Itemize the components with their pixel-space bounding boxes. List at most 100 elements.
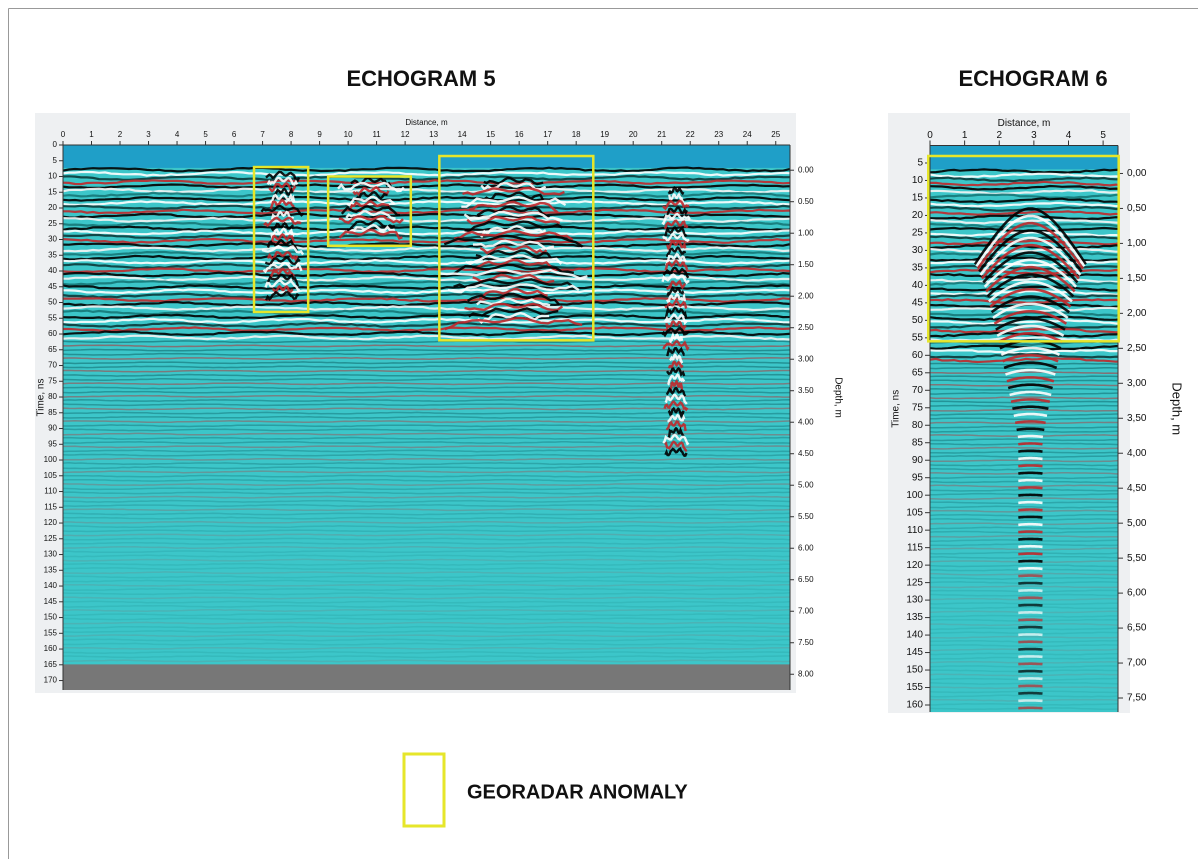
y-tick-label: 0 (53, 140, 58, 149)
y-tick-label: 125 (906, 577, 923, 588)
y-tick-label: 95 (912, 472, 924, 483)
y2-tick-label: 4.50 (798, 449, 814, 458)
y-tick-label: 25 (912, 228, 924, 239)
hyperbola (1018, 466, 1042, 467)
hyperbola (1018, 656, 1042, 657)
page: Echograms {"panels": [ {"title": "ECHOGR… (0, 0, 1198, 859)
hyperbola (1017, 429, 1045, 430)
y-tick-label: 140 (44, 581, 58, 590)
y-tick-label: 80 (48, 392, 57, 401)
x-axis-label: Distance, m (998, 118, 1051, 129)
x-tick-label: 7 (260, 130, 265, 139)
y2-tick-label: 4,50 (1127, 483, 1147, 494)
x-tick-label: 3 (146, 130, 151, 139)
y2-tick-label: 7,50 (1127, 693, 1147, 704)
y-tick-label: 155 (44, 628, 58, 637)
y2-tick-label: 5,00 (1127, 518, 1147, 529)
hyperbola (1018, 605, 1042, 606)
hyperbola (1018, 517, 1042, 518)
y-tick-label: 50 (48, 298, 57, 307)
y-tick-label: 15 (912, 193, 924, 204)
y2-tick-label: 3.50 (798, 386, 814, 395)
surface-band (930, 146, 1118, 170)
y-tick-label: 120 (906, 560, 923, 571)
y2-tick-label: 8.00 (798, 669, 814, 678)
y-tick-label: 40 (48, 266, 57, 275)
y-tick-label: 160 (44, 644, 58, 653)
x-tick-label: 24 (743, 130, 752, 139)
hyperbola (1015, 421, 1045, 422)
hyperbola (1018, 495, 1042, 496)
y2-tick-label: 6.50 (798, 575, 814, 584)
y2-tick-label: 2.50 (798, 323, 814, 332)
x-tick-label: 2 (996, 130, 1002, 141)
no-data-band (63, 664, 790, 690)
y-tick-label: 75 (48, 376, 57, 385)
panel-title: ECHOGRAM 5 (346, 66, 495, 91)
x-tick-label: 3 (1031, 130, 1037, 141)
hyperbola (1018, 524, 1042, 525)
y2-tick-label: 1,00 (1127, 238, 1147, 249)
y-tick-label: 85 (912, 437, 924, 448)
x-tick-label: 6 (232, 130, 237, 139)
y-tick-label: 60 (912, 350, 924, 361)
x-tick-label: 15 (486, 130, 495, 139)
y2-tick-label: 6,00 (1127, 588, 1147, 599)
x-tick-label: 1 (89, 130, 94, 139)
y2-tick-label: 0.00 (798, 165, 814, 174)
y-tick-label: 130 (44, 550, 58, 559)
y-tick-label: 120 (44, 518, 58, 527)
x-tick-label: 0 (927, 130, 933, 141)
y-tick-label: 110 (907, 525, 923, 536)
hyperbola (1018, 473, 1042, 474)
reflection (930, 704, 1122, 705)
y2-tick-label: 2,50 (1127, 343, 1147, 354)
y-tick-label: 75 (912, 402, 924, 413)
y-tick-label: 135 (906, 612, 923, 623)
y2-tick-label: 0,00 (1127, 168, 1147, 179)
hyperbola (1018, 634, 1042, 635)
y-tick-label: 45 (912, 298, 924, 309)
y-tick-label: 125 (44, 534, 58, 543)
x-tick-label: 14 (458, 130, 467, 139)
x-tick-label: 13 (429, 130, 438, 139)
y-tick-label: 150 (906, 665, 923, 676)
y-tick-label: 70 (912, 385, 924, 396)
y-tick-label: 30 (912, 245, 924, 256)
y2-tick-label: 2,00 (1127, 308, 1147, 319)
hyperbola (1018, 546, 1042, 547)
y2-tick-label: 5.00 (798, 480, 814, 489)
y-tick-label: 90 (48, 424, 57, 433)
y-tick-label: 40 (912, 280, 924, 291)
hyperbola (1018, 502, 1042, 503)
y-tick-label: 85 (48, 408, 57, 417)
x-tick-label: 10 (344, 130, 353, 139)
x-tick-label: 1 (962, 130, 968, 141)
y-tick-label: 5 (917, 158, 923, 169)
y-tick-label: 20 (48, 203, 57, 212)
x-tick-label: 16 (515, 130, 524, 139)
y-tick-label: 140 (906, 630, 923, 641)
y-tick-label: 45 (48, 282, 57, 291)
y-tick-label: 115 (907, 542, 923, 553)
hyperbola (1018, 568, 1042, 569)
y-axis-label: Time, ns (891, 390, 902, 428)
y-axis-label: Time, ns (36, 379, 47, 417)
x-tick-label: 19 (600, 130, 609, 139)
hyperbola (1018, 532, 1042, 533)
y-tick-label: 100 (44, 455, 58, 464)
y-tick-label: 145 (44, 597, 58, 606)
hyperbola (1018, 451, 1042, 452)
reflection (930, 683, 1122, 684)
body: GEORADAR ANOMALY ECHOGRAM 50123456789101… (0, 0, 1198, 859)
x-tick-label: 5 (203, 130, 208, 139)
hyperbola (1018, 678, 1042, 679)
hyperbola (1018, 583, 1042, 584)
y-tick-label: 130 (906, 595, 923, 606)
y-tick-label: 65 (912, 367, 924, 378)
y2-tick-label: 3.00 (798, 354, 814, 363)
legend-label: GEORADAR ANOMALY (467, 781, 688, 803)
hyperbola (1018, 664, 1042, 665)
y-tick-label: 105 (906, 507, 923, 518)
x-tick-label: 4 (1066, 130, 1072, 141)
